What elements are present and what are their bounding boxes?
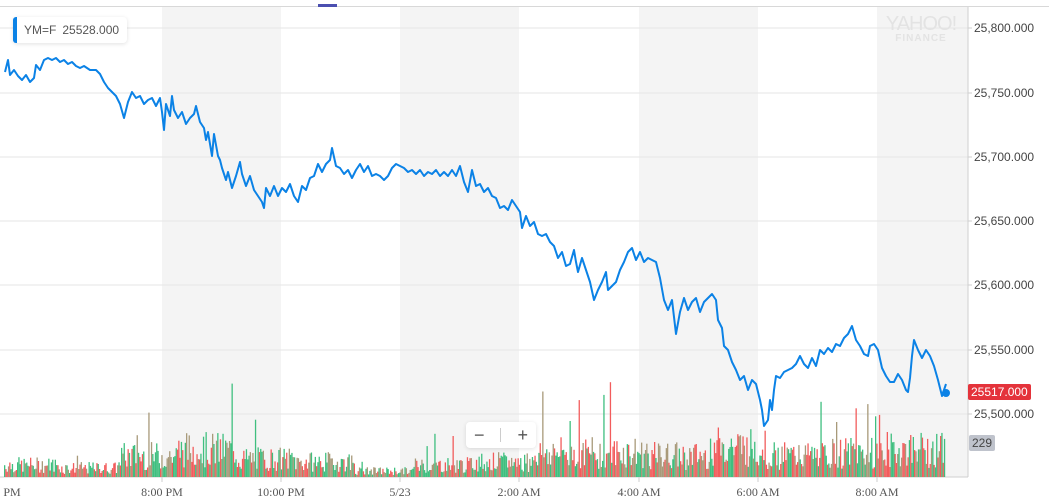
range-indicator[interactable] [318, 4, 337, 7]
series-legend[interactable]: YM=F 25528.000 [13, 17, 128, 43]
y-label: 25,750.000 [974, 86, 1035, 100]
session-bands [162, 7, 968, 477]
x-ticks [161, 477, 878, 482]
zoom-divider [500, 428, 502, 442]
x-label: 10:00 PM [257, 485, 305, 499]
x-label: 8:00 AM [855, 485, 899, 499]
x-label: 8:00 PM [141, 485, 183, 499]
top-border [0, 6, 1049, 7]
volume-bars [4, 382, 946, 477]
y-label: 25,800.000 [974, 21, 1035, 35]
gridlines [0, 27, 968, 415]
series-value: 25528.000 [62, 23, 120, 37]
price-line [4, 57, 947, 427]
x-label: 5/23 [389, 485, 411, 499]
x-label: 6:00 AM [736, 485, 780, 499]
y-label: 25,550.000 [974, 343, 1035, 357]
series-symbol: YM=F [24, 23, 57, 37]
last-price-badge: 25517.000 [968, 384, 1031, 400]
logo-subtext: FINANCE [895, 33, 947, 44]
last-volume-badge: 229 [969, 435, 996, 451]
zoom-out-button[interactable]: − [473, 425, 485, 445]
series-color-swatch [13, 17, 17, 43]
zoom-in-button[interactable]: + [517, 425, 528, 445]
x-label: PM [3, 485, 21, 499]
y-label: 25,700.000 [974, 150, 1035, 164]
y-label: 25,650.000 [974, 214, 1035, 228]
y-label: 25,600.000 [974, 278, 1035, 292]
x-label: 4:00 AM [617, 485, 661, 499]
yahoo-finance-watermark: YAHOO! FINANCE [880, 14, 962, 44]
x-label: 2:00 AM [497, 485, 541, 499]
y-label: 25,500.000 [974, 407, 1035, 421]
last-price-dot [942, 389, 950, 397]
y-ticks [968, 27, 972, 415]
logo-text: YAHOO! [885, 13, 957, 35]
zoom-control: − + [466, 422, 536, 448]
